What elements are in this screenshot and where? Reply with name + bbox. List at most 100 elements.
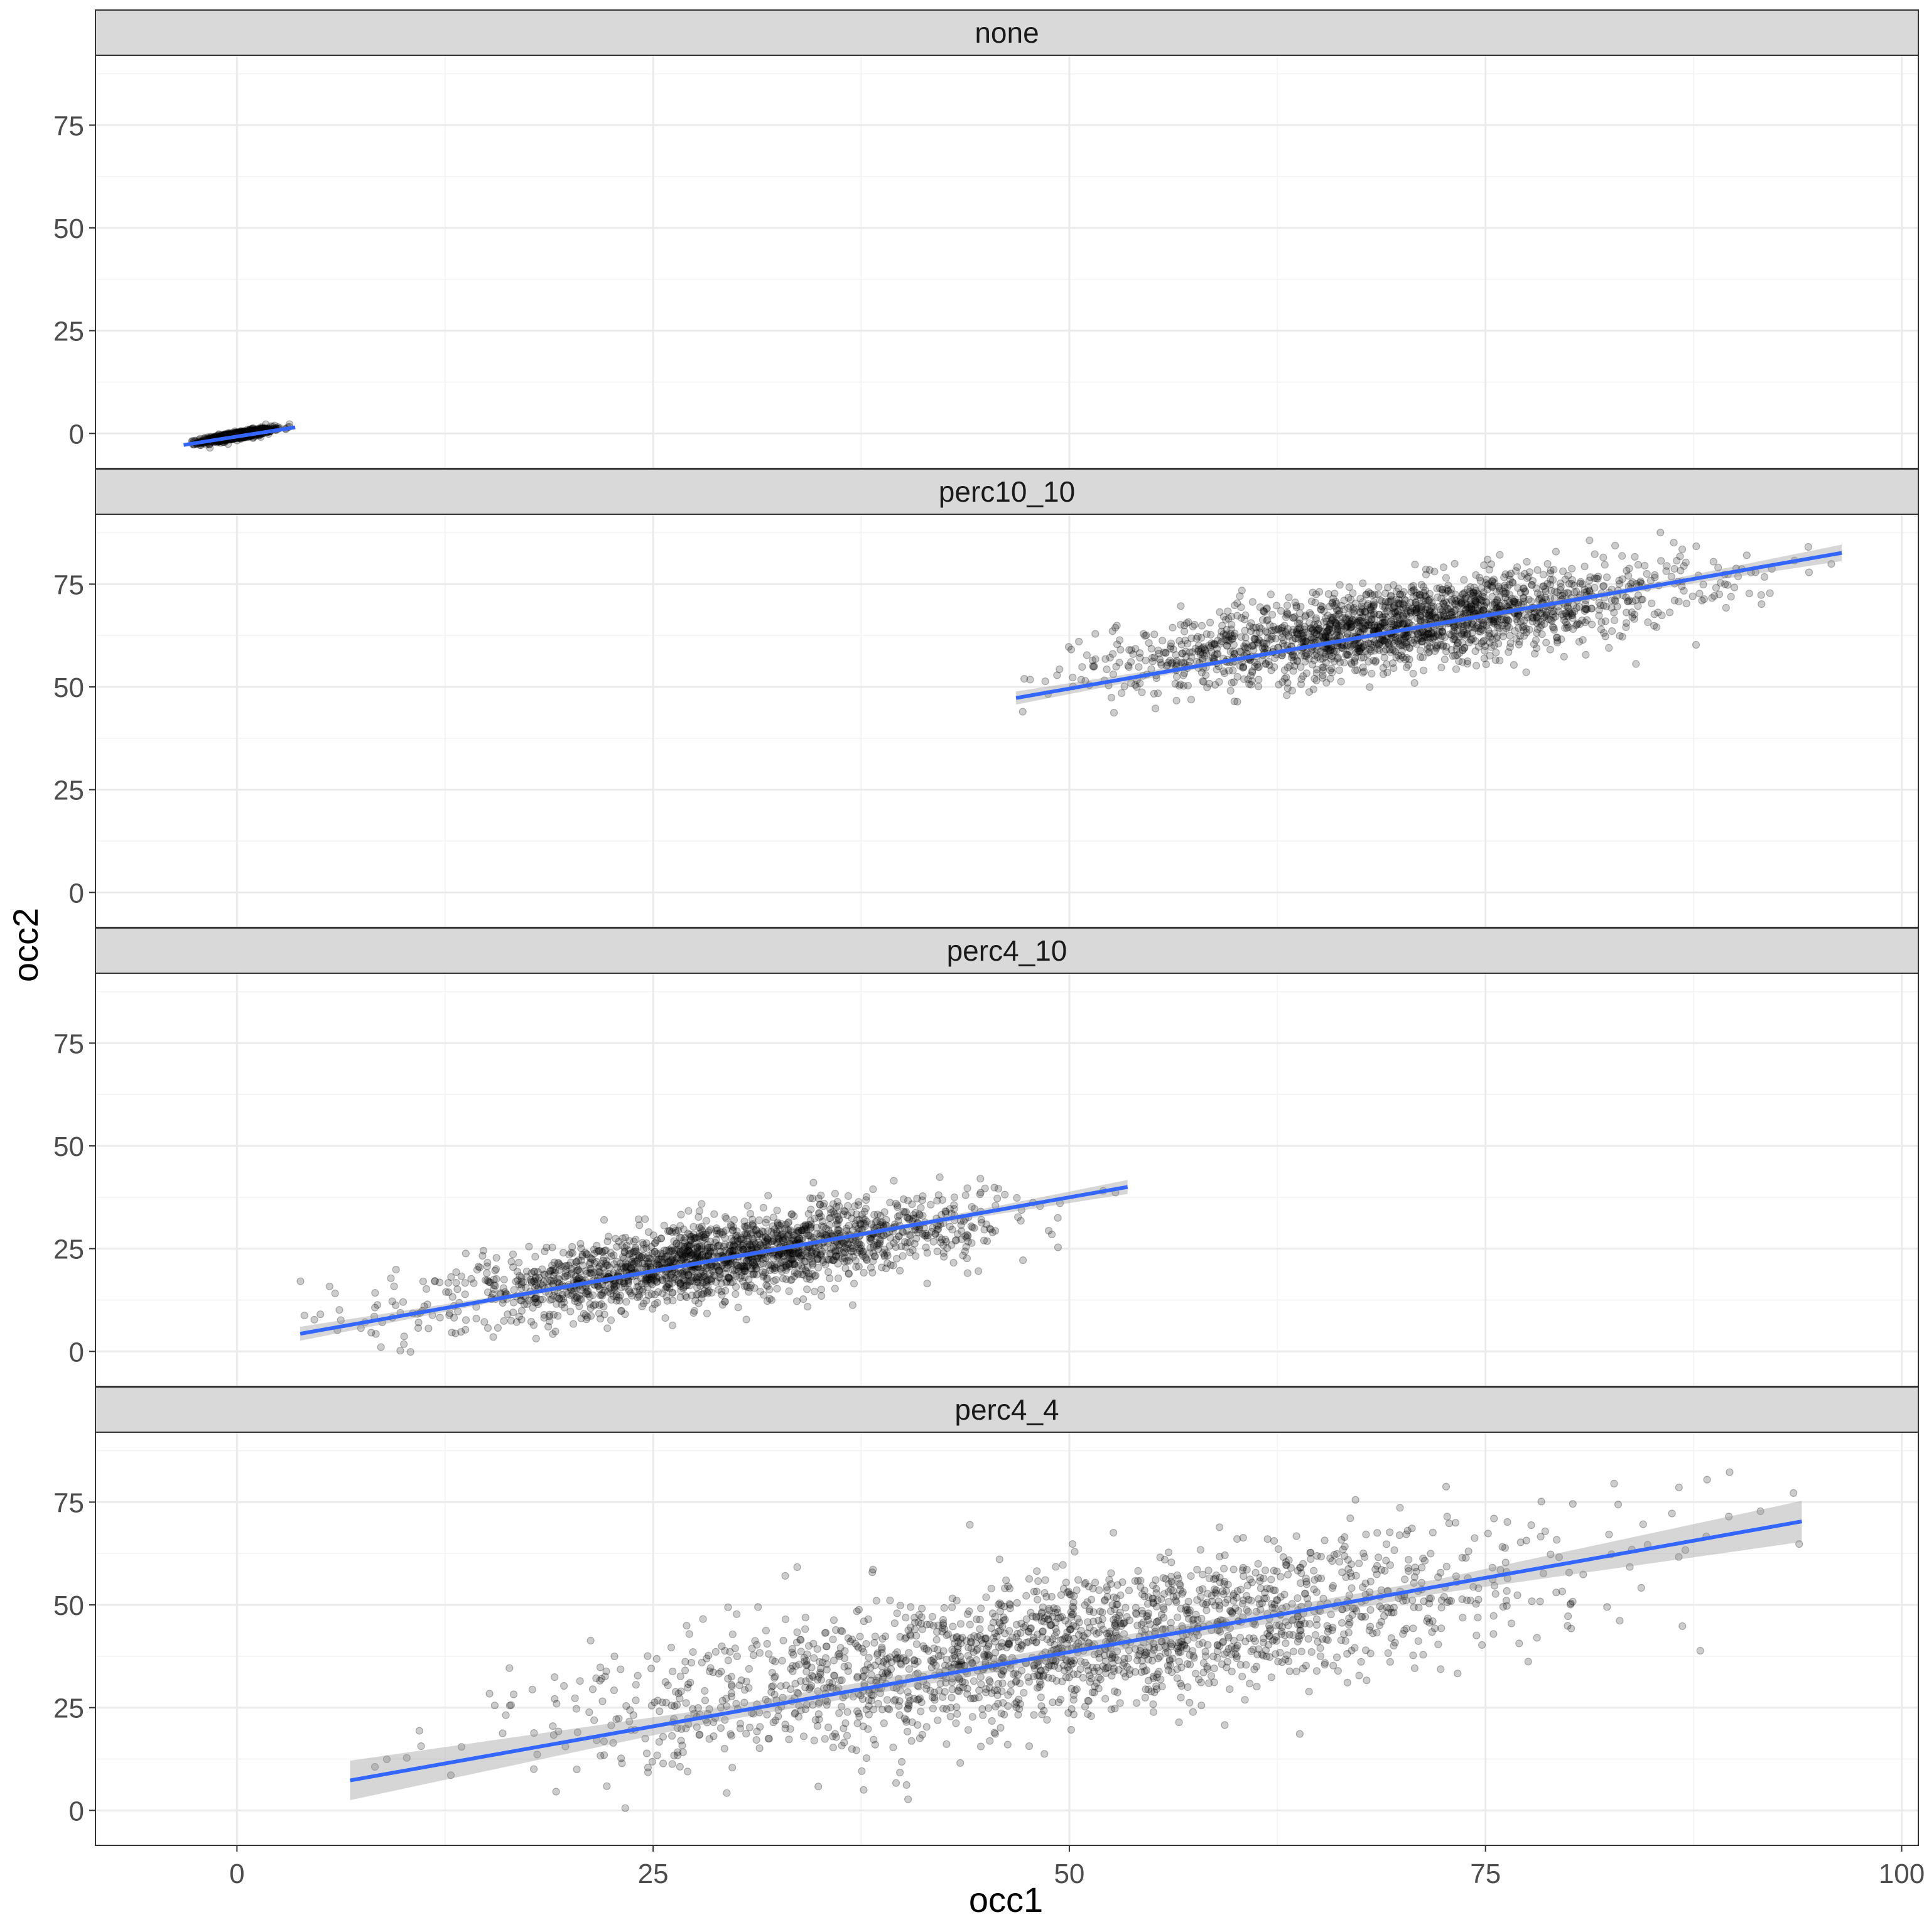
scatter-point — [807, 1195, 814, 1202]
scatter-point — [1368, 670, 1375, 677]
scatter-point — [1446, 631, 1453, 638]
scatter-point — [685, 1207, 692, 1214]
scatter-point — [1601, 630, 1608, 637]
scatter-point — [659, 1250, 666, 1257]
scatter-point — [1583, 606, 1590, 613]
scatter-point — [625, 1247, 632, 1254]
scatter-point — [950, 1260, 957, 1266]
scatter-point — [924, 1280, 931, 1287]
scatter-point — [1111, 710, 1118, 716]
scatter-point — [662, 1315, 669, 1322]
scatter-point — [1510, 662, 1517, 669]
scatter-point — [845, 1192, 852, 1199]
scatter-point — [1655, 609, 1662, 616]
scatter-point — [597, 1292, 604, 1299]
scatter-point — [1355, 619, 1362, 626]
scatter-point — [816, 1209, 823, 1216]
scatter-point — [1562, 625, 1569, 632]
scatter-point — [1746, 590, 1753, 597]
scatter-point — [775, 1235, 782, 1242]
scatter-point — [884, 1260, 891, 1266]
scatter-point — [781, 1225, 788, 1232]
scatter-point — [654, 1299, 661, 1306]
scatter-point — [735, 1304, 742, 1311]
scatter-point — [820, 1203, 827, 1210]
scatter-point — [1366, 684, 1373, 691]
scatter-point — [681, 1271, 688, 1278]
scatter-point — [794, 1298, 801, 1305]
scatter-point — [1766, 590, 1773, 596]
scatter-point — [862, 1222, 868, 1229]
scatter-point — [1616, 577, 1623, 584]
scatter-point — [1015, 1214, 1022, 1221]
scatter-point — [1231, 633, 1238, 640]
scatter-point — [1228, 679, 1235, 686]
scatter-point — [774, 1207, 781, 1214]
scatter-point — [753, 1244, 760, 1251]
scatter-point — [796, 1249, 802, 1256]
scatter-point — [919, 1231, 926, 1238]
scatter-point — [401, 1333, 408, 1340]
scatter-point — [1502, 571, 1509, 578]
scatter-point — [569, 1249, 576, 1256]
scatter-point — [443, 1288, 450, 1295]
scatter-point — [554, 1275, 561, 1282]
scatter-point — [651, 1248, 658, 1255]
facet-strip-label: perc4_10 — [947, 934, 1067, 967]
scatter-point — [601, 1247, 608, 1254]
scatter-point — [779, 1268, 786, 1275]
scatter-point — [1533, 637, 1540, 644]
scatter-point — [1722, 581, 1729, 588]
scatter-point — [1528, 581, 1535, 588]
scatter-point — [1259, 657, 1266, 664]
scatter-point — [1422, 566, 1429, 573]
scatter-point — [1515, 641, 1522, 648]
scatter-point — [1352, 654, 1359, 661]
scatter-point — [462, 1250, 469, 1257]
scatter-point — [1600, 554, 1607, 561]
panel-background — [95, 55, 1918, 468]
scatter-point — [756, 1217, 763, 1224]
scatter-point — [1092, 656, 1099, 662]
scatter-point — [951, 1206, 958, 1212]
scatter-point — [713, 1227, 720, 1234]
scatter-point — [608, 1253, 615, 1260]
scatter-point — [518, 1316, 525, 1323]
scatter-point — [969, 1224, 976, 1231]
scatter-point — [1264, 617, 1271, 623]
scatter-point — [1561, 590, 1568, 597]
scatter-point — [1689, 593, 1696, 600]
scatter-point — [831, 1285, 838, 1292]
scatter-point — [1380, 664, 1386, 671]
facet-strip-label: none — [975, 16, 1039, 49]
scatter-point — [1181, 683, 1187, 689]
scatter-point — [721, 1234, 728, 1241]
scatter-point — [635, 1265, 642, 1271]
scatter-point — [1117, 646, 1124, 653]
scatter-point — [924, 1249, 931, 1256]
scatter-point — [1579, 617, 1586, 624]
scatter-point — [1322, 659, 1329, 666]
scatter-point — [590, 1269, 597, 1276]
scatter-point — [767, 1261, 774, 1268]
scatter-point — [1273, 602, 1280, 609]
scatter-point — [681, 1284, 688, 1291]
scatter-point — [804, 1264, 811, 1271]
scatter-point — [703, 1217, 710, 1224]
scatter-point — [1316, 588, 1323, 595]
scatter-point — [1157, 659, 1164, 666]
scatter-point — [448, 1273, 455, 1280]
scatter-point — [1219, 622, 1226, 629]
scatter-point — [1256, 604, 1263, 611]
scatter-point — [1056, 666, 1063, 673]
scatter-point — [601, 1216, 608, 1223]
scatter-point — [1328, 646, 1335, 653]
scatter-point — [760, 1204, 767, 1211]
scatter-point — [706, 1248, 713, 1255]
scatter-point — [968, 1204, 975, 1211]
scatter-point — [1322, 634, 1329, 641]
scatter-point — [1399, 620, 1406, 627]
scatter-point — [1228, 613, 1235, 620]
scatter-point — [638, 1280, 645, 1287]
